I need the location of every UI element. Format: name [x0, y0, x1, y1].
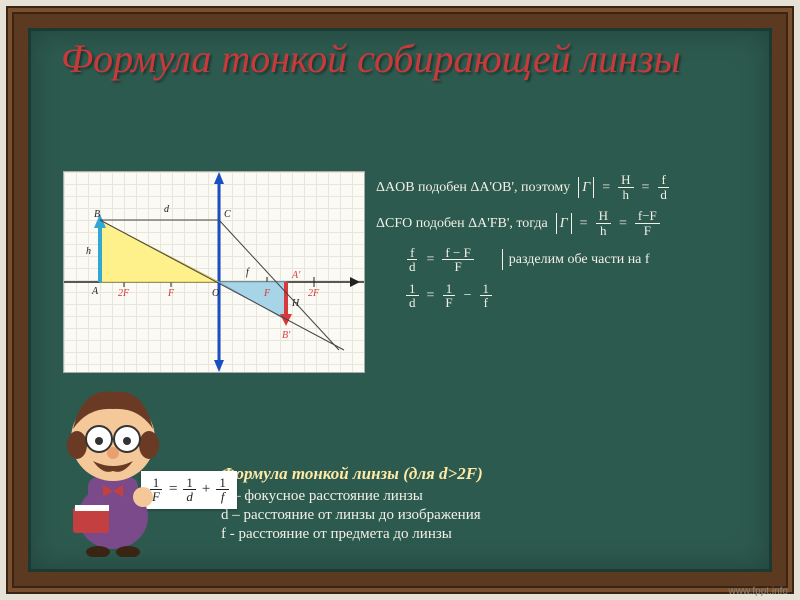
lens-diagram: B C h d A 2F F O F 2F f A' B' H: [63, 171, 365, 373]
wood-frame: Формула тонкой собирающей линзы: [6, 6, 794, 594]
svg-text:H: H: [291, 298, 300, 309]
svg-text:2F: 2F: [118, 288, 130, 299]
svg-text:F: F: [167, 288, 175, 299]
summary-line1: F – фокусное расстояние линзы: [221, 488, 739, 505]
summary-block: Формула тонкой линзы (для d>2F) F – фоку…: [221, 464, 739, 545]
deriv-line1: ΔAOB подобен ΔA'OB', поэтому: [376, 177, 570, 198]
teacher-cartoon: [43, 357, 203, 557]
svg-text:A: A: [91, 286, 99, 297]
summary-line2: d – расстояние от линзы до изображения: [221, 507, 739, 524]
summary-heading: Формула тонкой линзы (для d>2F): [221, 464, 739, 484]
deriv-line2: ΔCFO подобен ΔA'FB', тогда: [376, 213, 548, 234]
svg-text:A': A': [291, 270, 301, 281]
svg-text:f: f: [246, 267, 250, 278]
svg-text:B: B: [94, 209, 100, 220]
svg-text:C: C: [224, 209, 231, 220]
svg-text:h: h: [86, 246, 91, 257]
svg-text:O: O: [212, 288, 219, 299]
watermark: www.fppt.info: [729, 586, 788, 597]
summary-line3: f - расстояние от предмета до линзы: [221, 526, 739, 543]
slide-title: Формула тонкой собирающей линзы: [61, 37, 739, 81]
svg-text:2F: 2F: [308, 288, 320, 299]
svg-text:B': B': [282, 330, 291, 341]
derivation-text: ΔAOB подобен ΔA'OB', поэтому Г= Hh= fd Δ…: [376, 173, 739, 318]
svg-text:d: d: [164, 204, 170, 215]
chalkboard: Формула тонкой собирающей линзы: [28, 28, 772, 572]
svg-text:F: F: [263, 288, 271, 299]
